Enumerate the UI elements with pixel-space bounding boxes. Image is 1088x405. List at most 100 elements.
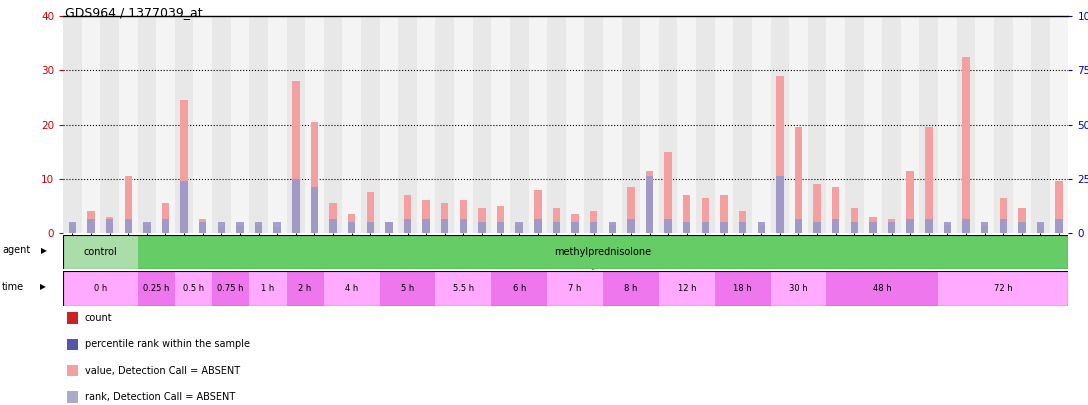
Bar [1050, 16, 1068, 233]
Bar [1055, 181, 1063, 233]
Bar [435, 271, 492, 306]
Bar [497, 222, 505, 233]
Bar [702, 222, 709, 233]
Bar [938, 16, 956, 233]
Bar [162, 220, 170, 233]
Bar [770, 16, 789, 233]
Bar [851, 209, 858, 233]
Bar [255, 222, 262, 233]
Bar [733, 16, 752, 233]
Text: 48 h: 48 h [873, 284, 891, 293]
Bar [994, 16, 1013, 233]
Bar [422, 200, 430, 233]
Bar [479, 222, 485, 233]
Bar [435, 16, 454, 233]
Bar [757, 225, 765, 233]
Bar [144, 225, 150, 233]
Bar [106, 217, 113, 233]
Bar [492, 271, 547, 306]
Text: 7 h: 7 h [568, 284, 582, 293]
Bar [776, 76, 783, 233]
Bar [441, 220, 448, 233]
Text: value, Detection Call = ABSENT: value, Detection Call = ABSENT [85, 366, 240, 375]
Text: 2 h: 2 h [298, 284, 312, 293]
Bar [776, 176, 783, 233]
Bar [63, 271, 137, 306]
Bar [1000, 220, 1007, 233]
Bar [398, 16, 417, 233]
Bar [814, 222, 820, 233]
Bar [292, 179, 299, 233]
Bar [888, 222, 895, 233]
Bar [962, 57, 969, 233]
Bar [1031, 16, 1050, 233]
Bar [1013, 16, 1031, 233]
Bar [1055, 220, 1063, 233]
Text: agent: agent [2, 245, 30, 256]
Bar [739, 211, 746, 233]
Bar [218, 222, 225, 233]
Bar [715, 271, 770, 306]
Bar [925, 127, 932, 233]
Bar [659, 271, 715, 306]
Bar [888, 220, 895, 233]
Bar [739, 222, 746, 233]
Bar [659, 16, 678, 233]
Bar [268, 16, 286, 233]
Bar [534, 220, 542, 233]
Text: 5 h: 5 h [400, 284, 415, 293]
Bar [553, 222, 560, 233]
Bar [901, 16, 919, 233]
Bar [212, 16, 231, 233]
Bar [547, 271, 603, 306]
Bar [144, 222, 150, 233]
Bar [199, 222, 207, 233]
Text: ▶: ▶ [40, 282, 46, 291]
Bar [975, 16, 994, 233]
Bar [665, 151, 672, 233]
Bar [137, 271, 175, 306]
Bar [87, 220, 95, 233]
Text: count: count [85, 313, 112, 323]
Bar [175, 16, 194, 233]
Bar [832, 187, 840, 233]
Bar [1000, 198, 1007, 233]
Bar [752, 16, 770, 233]
Bar [63, 16, 82, 233]
Text: ▶: ▶ [41, 246, 47, 255]
Bar [441, 203, 448, 233]
Bar [720, 195, 728, 233]
Text: rank, Detection Call = ABSENT: rank, Detection Call = ABSENT [85, 392, 235, 402]
Bar [311, 187, 318, 233]
Bar [640, 16, 659, 233]
Bar [385, 222, 393, 233]
Bar [869, 217, 877, 233]
Bar [236, 222, 244, 233]
Bar [454, 16, 472, 233]
Bar [981, 225, 988, 233]
Bar [343, 16, 361, 233]
Bar [417, 16, 435, 233]
Text: 0.5 h: 0.5 h [183, 284, 203, 293]
Bar [925, 220, 932, 233]
Bar [590, 211, 597, 233]
Bar [919, 16, 938, 233]
Bar [286, 16, 305, 233]
Bar [869, 222, 877, 233]
Bar [590, 222, 597, 233]
Bar [380, 271, 435, 306]
Bar [1037, 222, 1044, 233]
Bar [236, 225, 244, 233]
Bar [603, 271, 659, 306]
Bar [292, 81, 299, 233]
Bar [479, 209, 485, 233]
Bar [938, 271, 1068, 306]
Bar [249, 16, 268, 233]
Bar [627, 187, 634, 233]
Bar [459, 200, 467, 233]
Bar [956, 16, 975, 233]
Bar [175, 271, 212, 306]
Text: 6 h: 6 h [512, 284, 526, 293]
Bar [157, 16, 175, 233]
Bar [380, 16, 398, 233]
